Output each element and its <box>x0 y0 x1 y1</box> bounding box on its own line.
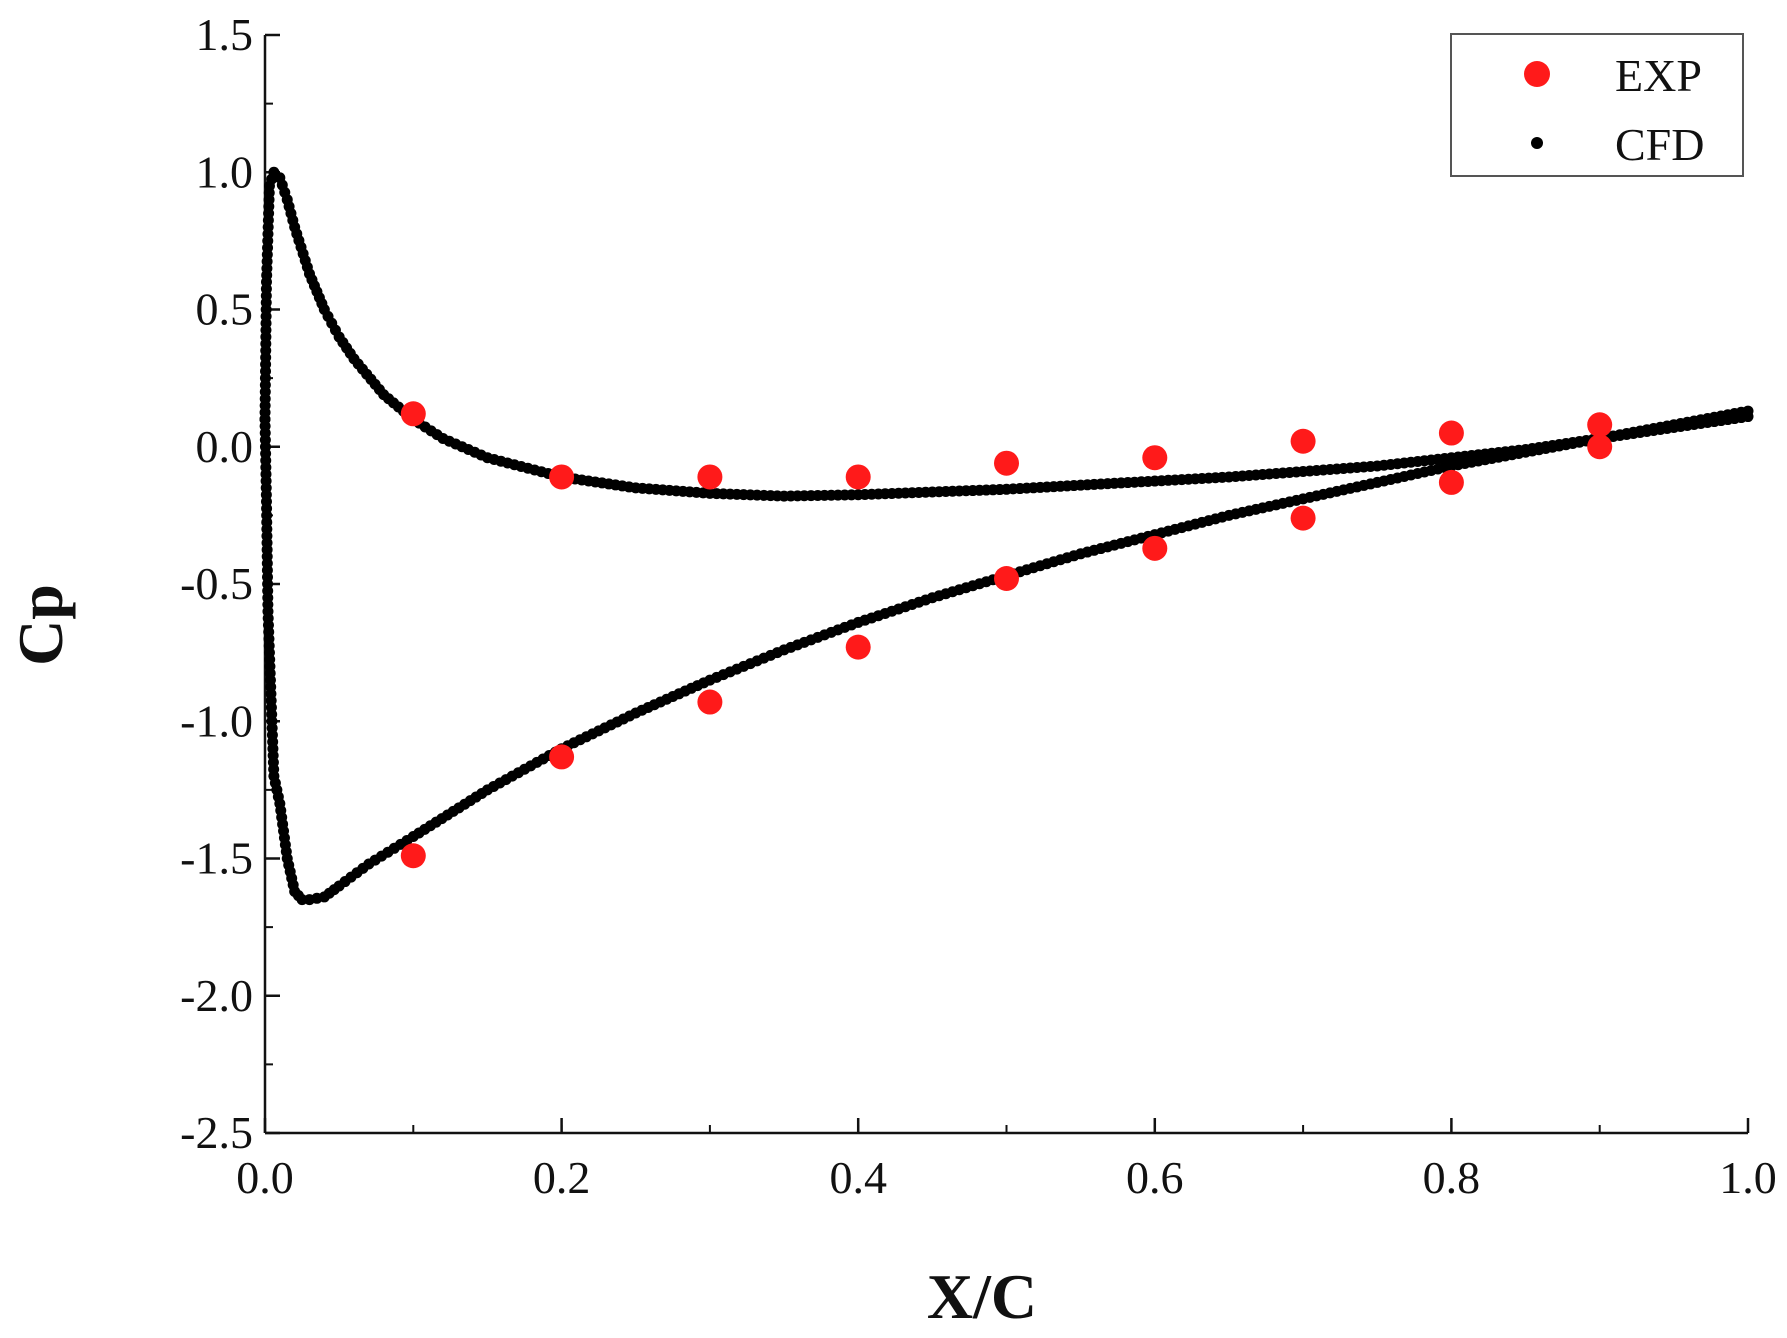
exp-point <box>994 566 1019 592</box>
y-tick-label: -0.5 <box>180 558 253 609</box>
exp-point <box>994 450 1019 476</box>
exp-point <box>697 464 723 490</box>
exp-point <box>1142 445 1168 471</box>
exp-point <box>400 843 426 869</box>
legend-cfd-label: CFD <box>1615 119 1704 170</box>
exp-point <box>1438 469 1464 495</box>
legend-cfd-marker <box>1531 137 1543 149</box>
exp-series-layer <box>400 401 1613 869</box>
y-tick-label: -2.0 <box>180 970 253 1021</box>
exp-point <box>1587 434 1613 460</box>
exp-point <box>549 744 575 770</box>
legend: EXP CFD <box>1450 33 1744 177</box>
y-tick-label: 0.0 <box>196 421 254 472</box>
y-tick-label: -1.5 <box>180 833 253 884</box>
x-tick-label: 0.2 <box>533 1152 591 1203</box>
x-tick-label: 0.0 <box>236 1152 294 1203</box>
exp-point <box>549 464 575 490</box>
legend-exp-marker <box>1524 61 1550 87</box>
ticks-group: 0.0 0.2 0.4 0.6 0.8 1.0 1.5 1.0 0.5 0.0 -0.5 -1.0 -1… <box>180 9 1777 1203</box>
exp-point <box>1142 535 1168 561</box>
y-axis-title: Cp <box>5 584 76 666</box>
y-tick-label: 1.5 <box>196 9 254 60</box>
exp-point <box>1587 412 1613 438</box>
y-tick-label: -2.5 <box>180 1107 253 1158</box>
exp-point <box>845 634 871 660</box>
y-tick-label: -1.0 <box>180 695 253 746</box>
exp-point <box>845 464 871 490</box>
exp-point <box>1290 505 1316 531</box>
y-tick-label: 1.0 <box>196 146 254 197</box>
cfd-point-lower <box>1742 405 1754 417</box>
x-tick-label: 0.6 <box>1126 1152 1184 1203</box>
x-tick-label: 1.0 <box>1719 1152 1777 1203</box>
exp-point <box>400 401 426 427</box>
cfd-series-layer <box>259 166 1754 906</box>
x-tick-label: 0.4 <box>829 1152 887 1203</box>
y-tick-label: 0.5 <box>196 284 254 335</box>
x-tick-label: 0.8 <box>1423 1152 1481 1203</box>
exp-point <box>1438 420 1464 446</box>
exp-point <box>697 689 723 715</box>
x-axis-title: X/C <box>927 1261 1037 1332</box>
legend-exp-label: EXP <box>1615 50 1702 101</box>
exp-point <box>1290 428 1316 454</box>
legend-box <box>1450 33 1744 177</box>
